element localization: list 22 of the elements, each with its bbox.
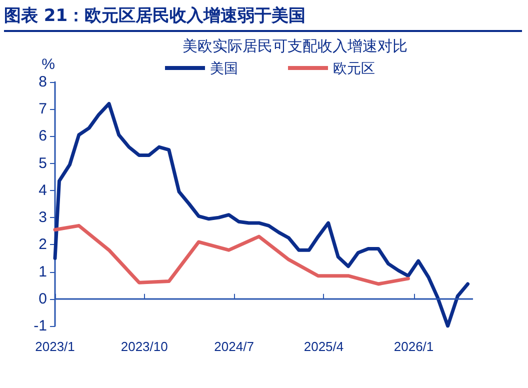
y-tick-label: 3 xyxy=(38,209,47,226)
y-axis-title: % xyxy=(42,56,55,73)
y-tick-label: -1 xyxy=(34,318,47,334)
chart-subtitle: 美欧实际居民可支配收入增速对比 xyxy=(182,38,408,55)
line-series xyxy=(53,224,410,286)
y-tick-label: 5 xyxy=(38,154,47,172)
legend-label: 欧元区 xyxy=(333,60,375,76)
y-tick-label: 6 xyxy=(38,128,47,145)
y-tick-label: 8 xyxy=(38,74,47,90)
line-series xyxy=(53,102,470,328)
legend-label: 美国 xyxy=(210,60,238,76)
x-tick-label: 2023/10 xyxy=(120,339,168,354)
y-tick-label: 4 xyxy=(38,182,47,199)
x-tick-label: 2024/7 xyxy=(214,339,254,354)
y-tick-label: 0 xyxy=(38,290,47,308)
x-tick-label: 2023/1 xyxy=(35,339,75,354)
x-tick-label: 2025/4 xyxy=(304,339,344,354)
y-tick-label: 1 xyxy=(38,263,47,280)
x-tick-label: 2026/1 xyxy=(394,339,434,354)
y-tick-label: 2 xyxy=(38,236,47,254)
y-tick-label: 7 xyxy=(38,100,47,118)
chart-title: 图表 21：欧元区居民收入增速弱于美国 xyxy=(4,2,522,32)
